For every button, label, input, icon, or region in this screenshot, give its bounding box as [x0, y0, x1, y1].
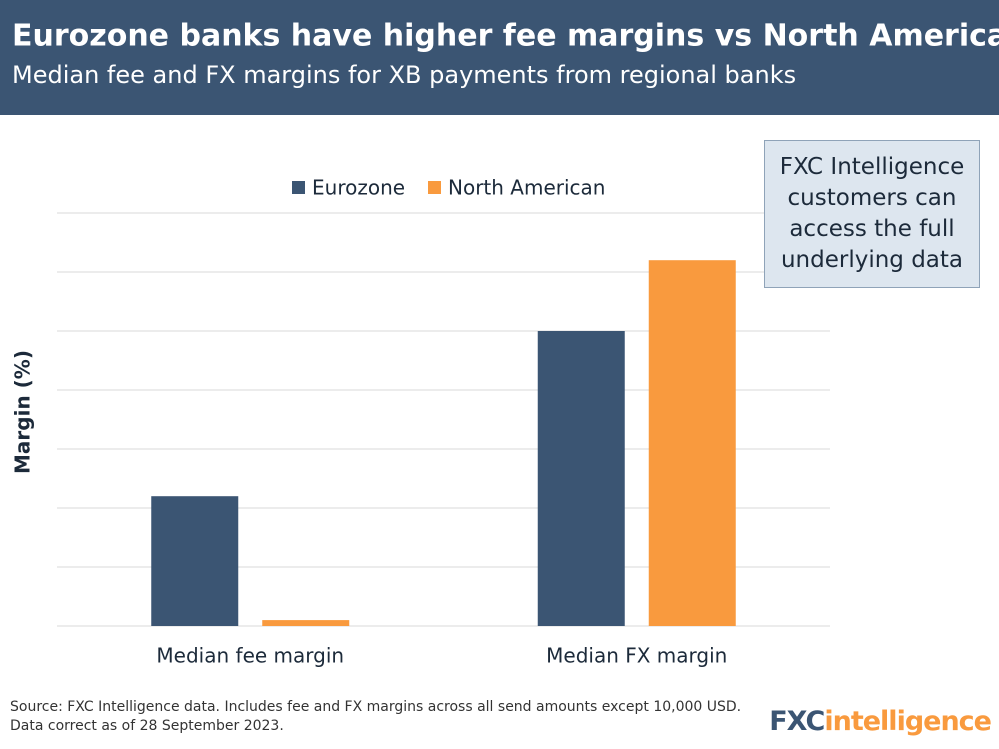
bar	[537, 331, 625, 626]
legend-label: North American	[448, 176, 605, 200]
y-axis-label: Margin (%)	[11, 350, 35, 474]
bar	[262, 620, 350, 626]
bar	[151, 496, 239, 626]
source-note: Source: FXC Intelligence data. Includes …	[10, 699, 742, 734]
header-band	[0, 0, 999, 115]
logo-part: FXC	[769, 706, 825, 737]
logo: FXCintelligence	[769, 706, 992, 737]
x-tick-label: Median FX margin	[546, 644, 727, 668]
bar	[648, 260, 736, 626]
chart-subtitle: Median fee and FX margins for XB payment…	[12, 61, 796, 89]
x-tick-label: Median fee margin	[156, 644, 344, 668]
callout: FXC Intelligence customers can access th…	[764, 140, 980, 288]
logo-part: intelligence	[824, 706, 992, 737]
chart-title: Eurozone banks have higher fee margins v…	[12, 19, 999, 54]
legend-label: Eurozone	[312, 176, 405, 200]
legend-swatch	[428, 181, 441, 194]
legend-swatch	[292, 181, 305, 194]
